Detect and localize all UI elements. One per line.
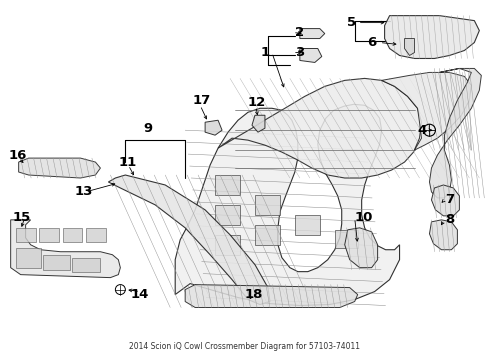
Text: 11: 11 (118, 156, 136, 168)
Polygon shape (185, 285, 357, 307)
Text: 4: 4 (417, 124, 426, 137)
Polygon shape (39, 228, 59, 242)
Text: 18: 18 (244, 288, 263, 301)
Polygon shape (299, 28, 324, 39)
Polygon shape (108, 175, 269, 305)
Polygon shape (42, 255, 70, 270)
Polygon shape (62, 228, 82, 242)
Text: 17: 17 (192, 94, 210, 107)
Text: 6: 6 (366, 36, 375, 49)
Polygon shape (204, 120, 222, 135)
Polygon shape (215, 205, 240, 225)
Polygon shape (404, 39, 414, 55)
Text: 2: 2 (294, 26, 304, 39)
Text: 2014 Scion iQ Cowl Crossmember Diagram for 57103-74011: 2014 Scion iQ Cowl Crossmember Diagram f… (129, 342, 359, 351)
Polygon shape (428, 220, 456, 250)
Text: 7: 7 (445, 193, 454, 206)
Polygon shape (11, 220, 120, 278)
Text: 3: 3 (294, 46, 304, 59)
Polygon shape (175, 104, 399, 306)
Polygon shape (428, 68, 480, 198)
Polygon shape (299, 49, 321, 62)
Polygon shape (16, 248, 41, 268)
Polygon shape (430, 185, 458, 216)
Text: 5: 5 (346, 16, 355, 29)
Polygon shape (16, 228, 36, 242)
Polygon shape (254, 225, 279, 245)
Text: 14: 14 (130, 288, 148, 301)
Polygon shape (344, 228, 377, 268)
Polygon shape (334, 230, 357, 248)
Text: 8: 8 (445, 213, 454, 226)
Text: 9: 9 (143, 122, 153, 135)
Polygon shape (254, 195, 279, 215)
Text: 12: 12 (247, 96, 265, 109)
Polygon shape (218, 78, 421, 178)
Polygon shape (251, 115, 264, 132)
Text: 10: 10 (354, 211, 372, 224)
Polygon shape (381, 72, 470, 150)
Polygon shape (384, 15, 478, 58)
Polygon shape (72, 258, 100, 272)
Text: 16: 16 (9, 149, 27, 162)
Polygon shape (19, 158, 100, 178)
Text: 13: 13 (74, 185, 93, 198)
Text: 15: 15 (13, 211, 31, 224)
Polygon shape (86, 228, 106, 242)
Polygon shape (294, 215, 319, 235)
Polygon shape (215, 175, 240, 195)
Text: 1: 1 (260, 46, 269, 59)
Polygon shape (215, 235, 240, 255)
